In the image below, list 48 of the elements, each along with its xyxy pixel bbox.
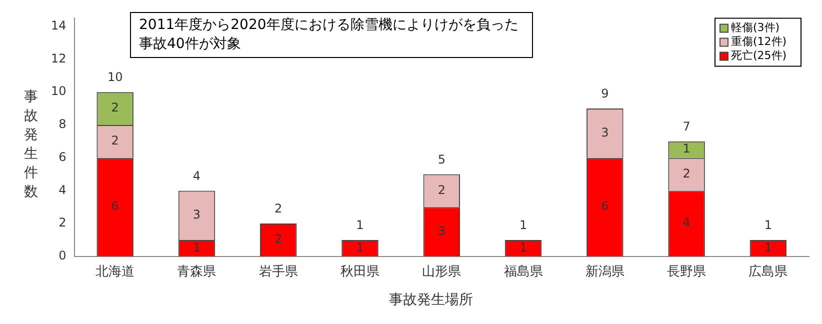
data-label: 1 xyxy=(192,240,201,254)
data-label: 6 xyxy=(111,199,119,214)
data-label: 2 xyxy=(682,166,690,180)
data-label: 2 xyxy=(111,134,119,148)
legend-label: 死亡(25件) xyxy=(731,49,787,62)
annotation: 2011年度から2020年度における除雪機によりけがを負った事故40件が対象 xyxy=(130,12,533,58)
data-label: 1 xyxy=(356,240,364,254)
total-label: 1 xyxy=(356,218,364,232)
data-label: 3 xyxy=(192,207,201,222)
data-label: 4 xyxy=(682,216,690,230)
total-label: 1 xyxy=(519,218,528,232)
total-label: 2 xyxy=(274,202,282,216)
x-tick-label: 青森県 xyxy=(177,264,216,280)
total-label: 7 xyxy=(682,120,690,134)
data-label: 6 xyxy=(601,199,609,214)
data-label: 1 xyxy=(519,240,528,254)
y-tick-label: 10 xyxy=(50,84,66,98)
x-tick-label: 福島県 xyxy=(504,264,543,280)
x-tick-label: 山形県 xyxy=(422,264,462,280)
total-label: 9 xyxy=(601,86,609,101)
legend-label: 軽傷(3件) xyxy=(731,21,780,34)
x-tick-label: 広島県 xyxy=(748,264,788,280)
x-tick-label: 秋田県 xyxy=(340,264,380,280)
total-label: 10 xyxy=(107,70,123,84)
x-tick-label: 長野県 xyxy=(667,264,706,280)
data-label: 3 xyxy=(601,125,609,140)
y-tick-label: 12 xyxy=(50,51,66,66)
y-tick-label: 6 xyxy=(58,150,66,164)
y-tick-label: 14 xyxy=(50,18,66,33)
x-tick-label: 新潟県 xyxy=(585,264,624,280)
data-label: 1 xyxy=(764,240,772,254)
y-axis-title: 事故発生件数 xyxy=(23,88,39,202)
y-tick-label: 8 xyxy=(58,117,66,132)
x-axis-title: 事故発生場所 xyxy=(388,291,474,309)
total-label: 5 xyxy=(438,152,446,166)
total-label: 1 xyxy=(764,218,772,232)
total-label: 4 xyxy=(192,168,201,183)
data-label: 2 xyxy=(274,232,282,246)
data-label: 1 xyxy=(682,142,690,156)
y-tick-label: 0 xyxy=(58,248,66,263)
data-label: 3 xyxy=(438,224,446,238)
x-tick-label: 北海道 xyxy=(96,264,135,280)
data-label: 2 xyxy=(111,100,119,115)
data-label: 2 xyxy=(438,182,446,197)
x-tick-label: 岩手県 xyxy=(258,264,298,280)
y-tick-label: 4 xyxy=(58,182,66,197)
legend-label: 重傷(12件) xyxy=(731,35,787,48)
y-tick-label: 2 xyxy=(58,216,66,230)
